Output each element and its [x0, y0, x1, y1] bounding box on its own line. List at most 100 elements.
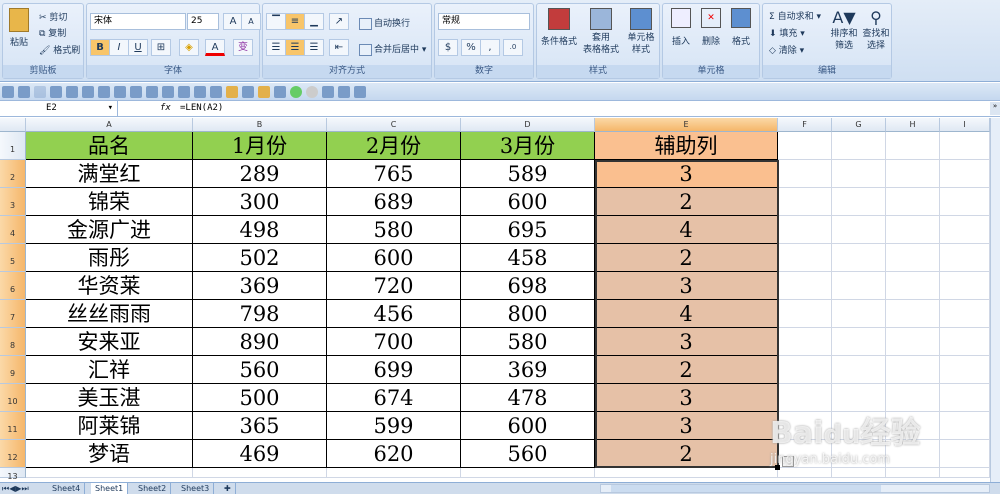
- header-cell[interactable]: 品名: [26, 132, 193, 160]
- table-cell[interactable]: 4: [595, 216, 778, 244]
- font-color-button[interactable]: A: [205, 39, 225, 56]
- cell[interactable]: [832, 468, 886, 478]
- cell[interactable]: [886, 188, 940, 216]
- clear-button[interactable]: ◇ 清除 ▾: [769, 46, 805, 56]
- align-top-icon[interactable]: ▔: [266, 13, 286, 30]
- cell[interactable]: [461, 468, 595, 478]
- copy-button[interactable]: ⧉ 复制: [39, 29, 67, 39]
- cell[interactable]: [940, 160, 990, 188]
- table-cell[interactable]: 478: [461, 384, 595, 412]
- column-header-G[interactable]: G: [832, 118, 886, 132]
- sort-filter-button[interactable]: A▼ 排序和 筛选: [829, 8, 859, 52]
- currency-icon[interactable]: $: [438, 39, 458, 56]
- table-cell[interactable]: 阿莱锦: [26, 412, 193, 440]
- row-header-2[interactable]: 2: [0, 160, 26, 188]
- shrink-font-button[interactable]: A: [241, 13, 261, 30]
- cell[interactable]: [595, 468, 778, 478]
- italic-button[interactable]: I: [109, 39, 129, 56]
- bold-button[interactable]: B: [90, 39, 110, 56]
- table-cell[interactable]: 梦语: [26, 440, 193, 468]
- comma-button[interactable]: ,: [480, 39, 500, 56]
- increase-decimal-icon[interactable]: .0: [503, 39, 523, 56]
- column-header-H[interactable]: H: [886, 118, 940, 132]
- table-cell[interactable]: 800: [461, 300, 595, 328]
- cell[interactable]: [778, 132, 832, 160]
- cell[interactable]: [832, 300, 886, 328]
- insert-button[interactable]: 插入: [667, 8, 695, 47]
- table-cell[interactable]: 600: [461, 412, 595, 440]
- cut-button[interactable]: ✂ 剪切: [39, 13, 68, 23]
- sheet-tab-sheet4[interactable]: Sheet4: [48, 483, 86, 494]
- table-cell[interactable]: 2: [595, 244, 778, 272]
- table-cell[interactable]: 502: [193, 244, 327, 272]
- table-cell[interactable]: 369: [193, 272, 327, 300]
- table-cell[interactable]: 汇祥: [26, 356, 193, 384]
- cell[interactable]: [327, 468, 461, 478]
- font-name-select[interactable]: 宋体: [90, 13, 186, 30]
- table-cell[interactable]: 580: [461, 328, 595, 356]
- row-header-6[interactable]: 6: [0, 272, 26, 300]
- table-cell[interactable]: 798: [193, 300, 327, 328]
- cell[interactable]: [886, 216, 940, 244]
- cell[interactable]: [832, 272, 886, 300]
- undo-icon[interactable]: [18, 86, 30, 98]
- toolbar-icon[interactable]: [226, 86, 238, 98]
- sheet-tab-sheet2[interactable]: Sheet2: [134, 483, 172, 494]
- vertical-scrollbar[interactable]: [990, 118, 1000, 482]
- percent-button[interactable]: %: [461, 39, 481, 56]
- cell[interactable]: [832, 244, 886, 272]
- name-box[interactable]: E2 ▾: [0, 101, 118, 116]
- cell[interactable]: [778, 384, 832, 412]
- align-bottom-icon[interactable]: ▁: [304, 13, 324, 30]
- table-cell[interactable]: 500: [193, 384, 327, 412]
- cell[interactable]: [886, 328, 940, 356]
- table-cell[interactable]: 4: [595, 300, 778, 328]
- cell[interactable]: [832, 412, 886, 440]
- row-header-8[interactable]: 8: [0, 328, 26, 356]
- auto-fill-options-icon[interactable]: [782, 456, 794, 467]
- toolbar-icon[interactable]: [114, 86, 126, 98]
- cell[interactable]: [940, 328, 990, 356]
- fill-icon[interactable]: [322, 86, 334, 98]
- cell[interactable]: [778, 468, 832, 478]
- table-cell[interactable]: 金源广进: [26, 216, 193, 244]
- column-header-A[interactable]: A: [26, 118, 193, 132]
- table-cell[interactable]: 锦荣: [26, 188, 193, 216]
- cell[interactable]: [940, 216, 990, 244]
- table-cell[interactable]: 600: [461, 188, 595, 216]
- delete-button[interactable]: ✕ 删除: [697, 8, 725, 47]
- row-header-5[interactable]: 5: [0, 244, 26, 272]
- table-cell[interactable]: 720: [327, 272, 461, 300]
- fill-color-icon[interactable]: ◈: [179, 39, 199, 56]
- table-cell[interactable]: 289: [193, 160, 327, 188]
- table-cell[interactable]: 3: [595, 160, 778, 188]
- cell[interactable]: [886, 244, 940, 272]
- column-header-D[interactable]: D: [461, 118, 595, 132]
- table-cell[interactable]: 765: [327, 160, 461, 188]
- table-cell[interactable]: 498: [193, 216, 327, 244]
- cell[interactable]: [886, 440, 940, 468]
- table-cell[interactable]: 3: [595, 384, 778, 412]
- cell[interactable]: [778, 440, 832, 468]
- cell[interactable]: [940, 272, 990, 300]
- table-cell[interactable]: 美玉湛: [26, 384, 193, 412]
- toolbar-icon[interactable]: [258, 86, 270, 98]
- table-cell[interactable]: 560: [193, 356, 327, 384]
- cell[interactable]: [778, 188, 832, 216]
- conditional-format-button[interactable]: 条件格式: [539, 8, 579, 47]
- row-header-7[interactable]: 7: [0, 300, 26, 328]
- select-all-corner[interactable]: [0, 118, 26, 132]
- cell[interactable]: [778, 356, 832, 384]
- row-header-13[interactable]: 13: [0, 468, 26, 481]
- header-cell[interactable]: 辅助列: [595, 132, 778, 160]
- table-cell[interactable]: 2: [595, 356, 778, 384]
- toolbar-icon[interactable]: [274, 86, 286, 98]
- table-cell[interactable]: 安来亚: [26, 328, 193, 356]
- cell[interactable]: [832, 216, 886, 244]
- column-header-C[interactable]: C: [327, 118, 461, 132]
- cell[interactable]: [886, 132, 940, 160]
- cell[interactable]: [26, 468, 193, 478]
- format-button[interactable]: 格式: [727, 8, 755, 47]
- table-cell[interactable]: 2: [595, 440, 778, 468]
- wrap-text-button[interactable]: 自动换行: [359, 16, 410, 30]
